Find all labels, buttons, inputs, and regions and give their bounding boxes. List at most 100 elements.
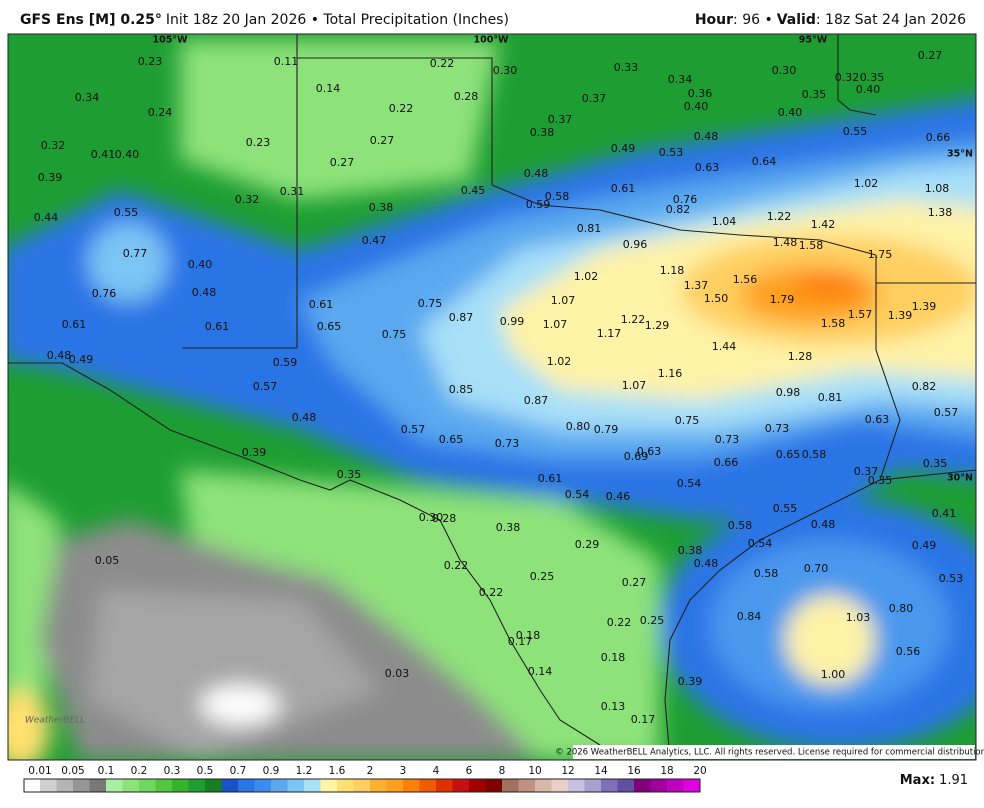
lon-label: 95°W xyxy=(799,35,828,46)
precip-label: 0.35 xyxy=(337,468,362,481)
precip-label: 0.35 xyxy=(860,71,885,84)
precip-label: 0.48 xyxy=(694,130,719,143)
colorbar-label: 0.3 xyxy=(164,765,181,777)
colorbar-label: 16 xyxy=(627,765,641,777)
copyright: © 2026 WeatherBELL Analytics, LLC. All r… xyxy=(555,748,984,758)
colorbar-swatch xyxy=(650,779,667,792)
precip-label: 1.00 xyxy=(821,668,846,681)
precip-label: 0.40 xyxy=(188,258,213,271)
colorbar-label: 0.5 xyxy=(197,765,214,777)
colorbar-label: 8 xyxy=(499,765,506,777)
precip-label: 1.07 xyxy=(551,294,576,307)
precip-label: 0.27 xyxy=(330,156,355,169)
colorbar-label: 0.9 xyxy=(263,765,280,777)
lon-label: 100°W xyxy=(473,35,509,46)
precip-label: 0.75 xyxy=(418,297,443,310)
precip-label: 0.35 xyxy=(802,88,827,101)
precip-label: 0.11 xyxy=(274,55,299,68)
precip-label: 0.28 xyxy=(432,512,457,525)
colorbar-swatch xyxy=(254,779,271,792)
precip-label: 0.75 xyxy=(382,328,407,341)
colorbar-label: 0.01 xyxy=(28,765,51,777)
precip-label: 1.79 xyxy=(770,293,795,306)
precip-label: 0.40 xyxy=(856,83,881,96)
precip-label: 0.85 xyxy=(449,383,474,396)
precip-label: 0.63 xyxy=(637,445,662,458)
precip-label: 0.61 xyxy=(538,472,563,485)
precip-label: 0.61 xyxy=(62,318,87,331)
precip-label: 0.58 xyxy=(754,567,779,580)
colorbar-label: 12 xyxy=(561,765,574,777)
colorbar-swatch xyxy=(485,779,502,792)
precip-label: 0.57 xyxy=(253,380,278,393)
precip-label: 0.25 xyxy=(640,614,665,627)
precip-label: 0.22 xyxy=(430,57,455,70)
colorbar-swatch xyxy=(683,779,700,792)
hour-value: : 96 • xyxy=(733,12,773,28)
colorbar-swatch xyxy=(122,779,139,792)
precip-label: 0.59 xyxy=(526,198,551,211)
colorbar-swatch xyxy=(419,779,436,792)
precip-labels: 0.23 0.11 0.220.30 0.330.340.300.32 0.350.27… xyxy=(34,49,964,726)
precip-label: 1.57 xyxy=(848,308,873,321)
precip-label: 0.76 xyxy=(673,193,698,206)
precip-label: 0.25 xyxy=(530,570,555,583)
precip-label: 0.48 xyxy=(292,411,317,424)
precip-label: 0.38 xyxy=(678,544,703,557)
precip-label: 0.66 xyxy=(926,131,951,144)
precip-label: 0.73 xyxy=(715,433,740,446)
precip-label: 0.18 xyxy=(601,651,626,664)
precip-label: 0.49 xyxy=(912,539,937,552)
colorbar-swatch xyxy=(73,779,90,792)
colorbar-swatch xyxy=(452,779,469,792)
precip-label: 0.49 xyxy=(69,353,94,366)
precip-label: 0.58 xyxy=(802,448,827,461)
precip-label: 0.24 xyxy=(148,106,173,119)
precip-label: 0.48 xyxy=(524,167,549,180)
colorbar-swatch xyxy=(518,779,535,792)
colorbar-swatch xyxy=(205,779,222,792)
precip-label: 1.50 xyxy=(704,292,729,305)
precip-label: 0.45 xyxy=(461,184,486,197)
colorbar-label: 0.7 xyxy=(230,765,247,777)
precip-label: 1.38 xyxy=(928,206,953,219)
precip-label: 0.48 xyxy=(811,518,836,531)
run-info: Init 18z 20 Jan 2026 • Total Precipitati… xyxy=(165,12,509,28)
precip-label: 0.13 xyxy=(601,700,626,713)
precip-label: 1.37 xyxy=(684,279,709,292)
precip-label: 1.03 xyxy=(846,611,871,624)
precip-label: 0.57 xyxy=(934,406,959,419)
precip-label: 1.39 xyxy=(888,309,913,322)
header-right: Hour: 96 • Valid: 18z Sat 24 Jan 2026 xyxy=(695,12,966,28)
colorbar-swatch xyxy=(238,779,255,792)
precip-label: 0.32 xyxy=(235,193,260,206)
colorbar-swatch xyxy=(188,779,205,792)
precip-label: 0.79 xyxy=(594,423,619,436)
precip-label: 0.96 xyxy=(623,238,648,251)
precip-label: 0.82 xyxy=(912,380,937,393)
precip-label: 0.80 xyxy=(566,420,591,433)
colorbar-frame xyxy=(23,778,701,793)
colorbar-swatch xyxy=(287,779,304,792)
colorbar-label: 1.2 xyxy=(296,765,313,777)
precip-label: 0.55 xyxy=(114,206,139,219)
precip-label: 0.38 xyxy=(369,201,394,214)
precip-label: 0.65 xyxy=(776,448,801,461)
colorbar-label: 0.2 xyxy=(131,765,148,777)
precip-label: 0.75 xyxy=(675,414,700,427)
lat-label: 30°N xyxy=(947,473,973,484)
precip-label: 0.54 xyxy=(565,488,590,501)
colorbar-swatch xyxy=(584,779,601,792)
precip-label: 1.22 xyxy=(621,313,646,326)
precip-label: 0.22 xyxy=(444,559,469,572)
precip-label: 0.56 xyxy=(896,645,921,658)
colorbar-swatch xyxy=(56,779,73,792)
precip-label: 0.73 xyxy=(765,422,790,435)
precip-label: 0.61 xyxy=(309,298,334,311)
colorbar-swatch xyxy=(271,779,288,792)
precip-label: 1.07 xyxy=(622,379,647,392)
precip-label: 1.28 xyxy=(788,350,813,363)
colorbar-label: 3 xyxy=(400,765,407,777)
precip-label: 0.14 xyxy=(316,82,341,95)
